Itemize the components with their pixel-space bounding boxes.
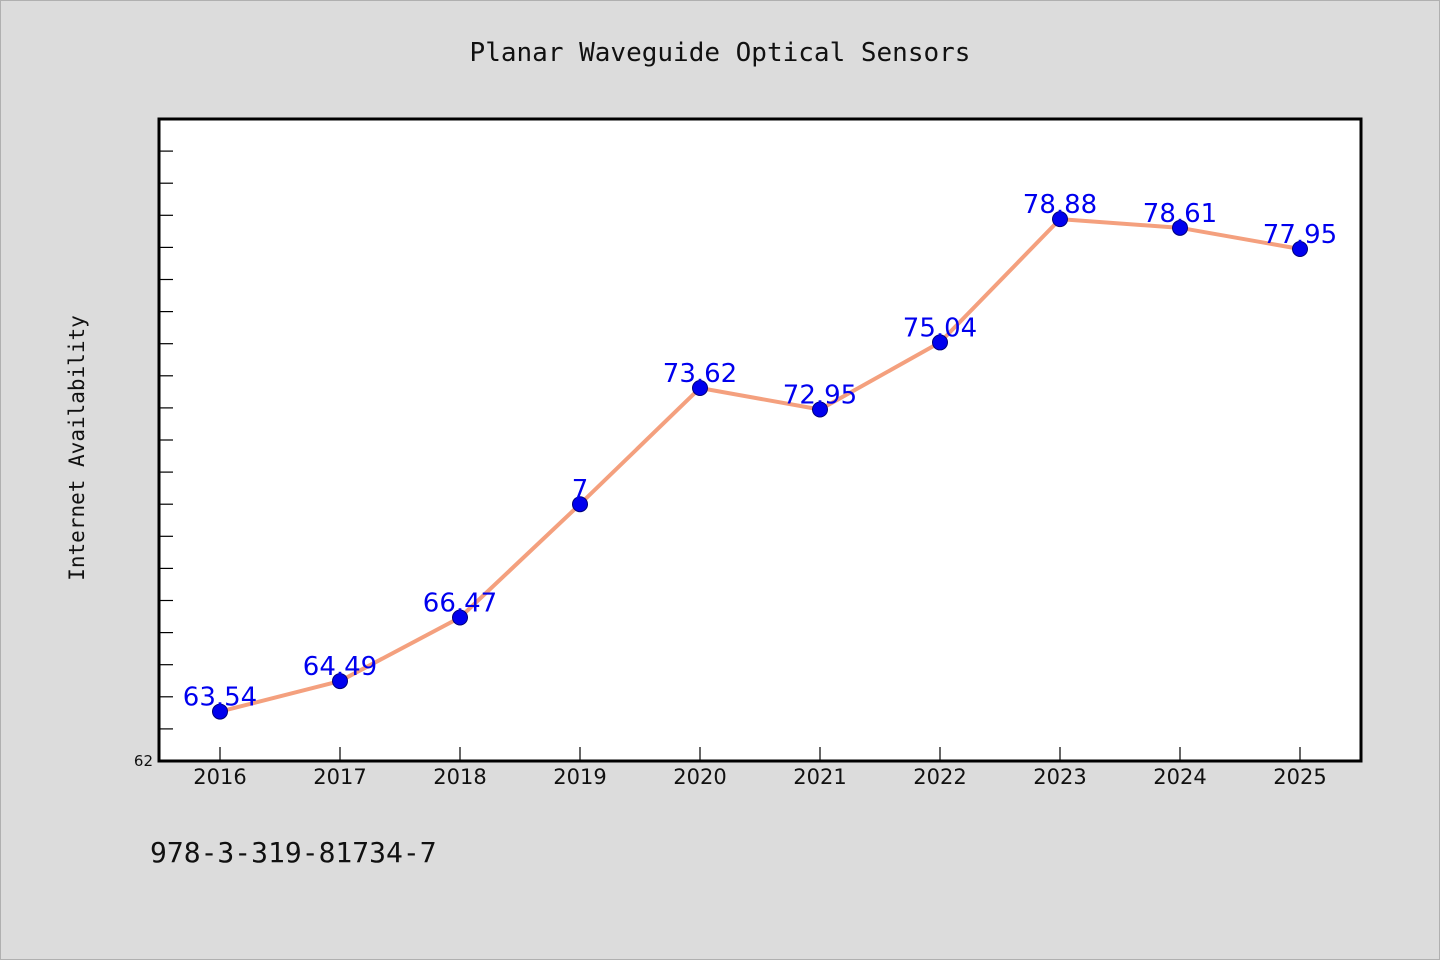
y-axis-ticks: [159, 150, 173, 730]
data-label: 72.95: [783, 381, 857, 411]
data-point: [332, 673, 348, 690]
series-line: [218, 217, 1302, 714]
data-label: 78.88: [1023, 190, 1097, 220]
data-point: [452, 609, 468, 626]
data-label: 77.95: [1263, 220, 1337, 250]
chart-title: Planar Waveguide Optical Sensors: [470, 38, 971, 68]
data-point: [1172, 219, 1188, 236]
data-point: [572, 496, 588, 513]
x-tick-label: 2023: [1033, 765, 1086, 789]
x-tick-label: 2017: [313, 765, 366, 789]
data-label: 73.62: [663, 359, 737, 389]
x-tick-label: 2019: [553, 765, 606, 789]
y-axis-min-label: 62: [134, 752, 153, 770]
data-label: 78.61: [1143, 199, 1217, 229]
x-tick-label: 2022: [913, 765, 966, 789]
series-layer: 63.54 64.49 66.47 7 73.62 72.95 75.04 78.88 78.6…: [183, 190, 1337, 720]
data-point: [932, 334, 948, 351]
x-tick-label: 2021: [793, 765, 846, 789]
data-label: 66.47: [423, 589, 497, 619]
data-label: 63.54: [183, 683, 257, 713]
data-point: [1052, 211, 1068, 228]
x-tick-label: 2020: [673, 765, 726, 789]
x-tick-label: 2016: [193, 765, 246, 789]
x-tick-label: 2018: [433, 765, 486, 789]
data-label: 64.49: [303, 652, 377, 682]
data-point: [812, 401, 828, 418]
y-axis-label: Internet Availability: [65, 315, 89, 581]
data-point: [692, 379, 708, 396]
x-tick-label: 2025: [1273, 765, 1326, 789]
data-label: 75.04: [903, 313, 977, 343]
data-label: 7: [572, 475, 589, 505]
data-point: [1292, 241, 1308, 258]
footer-isbn: 978-3-319-81734-7: [150, 836, 437, 869]
x-axis-ticks: 2016 2017 2018 2019 2020 2021 2022 2023 2024 2025: [193, 747, 1327, 789]
data-point: [212, 703, 228, 720]
x-tick-label: 2024: [1153, 765, 1206, 789]
